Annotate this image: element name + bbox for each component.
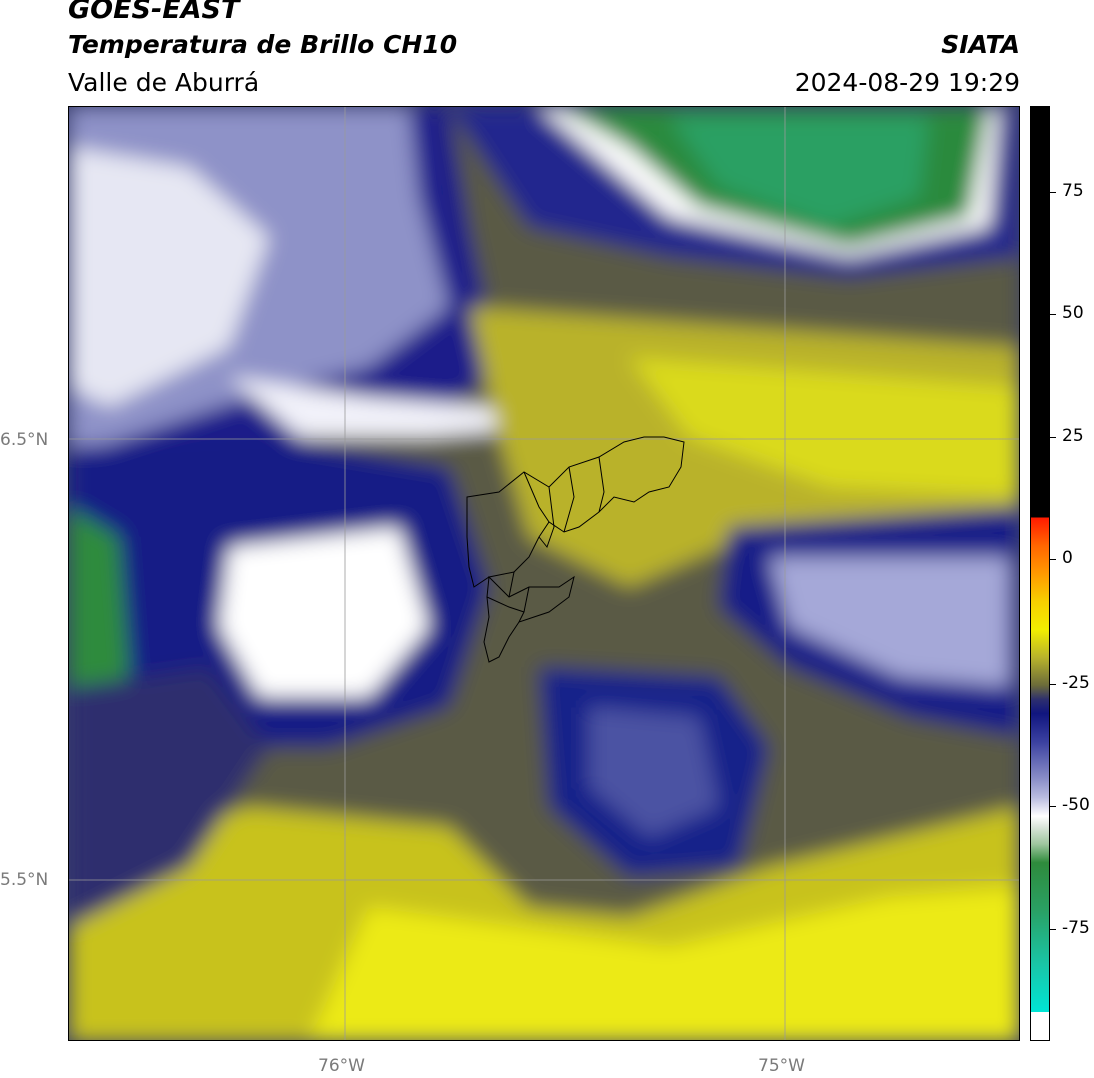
colorbar-tick-minus50 — [1050, 806, 1056, 807]
lon-label-75w: 75°W — [758, 1056, 805, 1076]
colorbar-tick-minus75 — [1050, 929, 1056, 930]
north-teal-region — [669, 117, 929, 227]
colorbar-tick-75 — [1050, 192, 1056, 193]
south-warm-yellow — [309, 887, 1019, 1040]
colorbar-label-0: 0 — [1062, 548, 1073, 568]
west-cloud-white — [219, 527, 429, 697]
satellite-map[interactable] — [68, 106, 1020, 1041]
colorbar — [1030, 106, 1050, 1041]
colorbar-tick-50 — [1050, 314, 1056, 315]
southwest-cloud — [69, 667, 269, 927]
colorbar-label-75: 75 — [1062, 181, 1084, 201]
satellite-title: GOES-EAST — [68, 0, 240, 25]
product-title: Temperatura de Brillo CH10 — [68, 30, 458, 59]
map-imagery — [69, 107, 1019, 1040]
agency-label: SIATA — [941, 30, 1020, 59]
colorbar-label-minus75: -75 — [1062, 918, 1090, 938]
colorbar-tick-0 — [1050, 559, 1056, 560]
lat-label-6-5n: 6.5°N — [0, 430, 49, 450]
lon-label-76w: 76°W — [318, 1056, 365, 1076]
colorbar-label-25: 25 — [1062, 426, 1084, 446]
south-cloud-core — [589, 707, 719, 837]
central-warm-yellow — [629, 357, 1019, 497]
region-subtitle: Valle de Aburrá — [68, 68, 260, 97]
colorbar-label-minus25: -25 — [1062, 673, 1090, 693]
colorbar-tick-minus25 — [1050, 684, 1056, 685]
colorbar-tick-25 — [1050, 437, 1056, 438]
colorbar-label-50: 50 — [1062, 303, 1084, 323]
cold-cloud-white — [69, 147, 269, 407]
cold-cloud-band — [229, 377, 539, 437]
east-cloud-lavender — [769, 557, 1009, 687]
colorbar-label-minus50: -50 — [1062, 795, 1090, 815]
municipal-boundaries — [466, 436, 685, 663]
lat-label-5-5n: 5.5°N — [0, 870, 49, 890]
timestamp-label: 2024-08-29 19:29 — [794, 68, 1020, 97]
